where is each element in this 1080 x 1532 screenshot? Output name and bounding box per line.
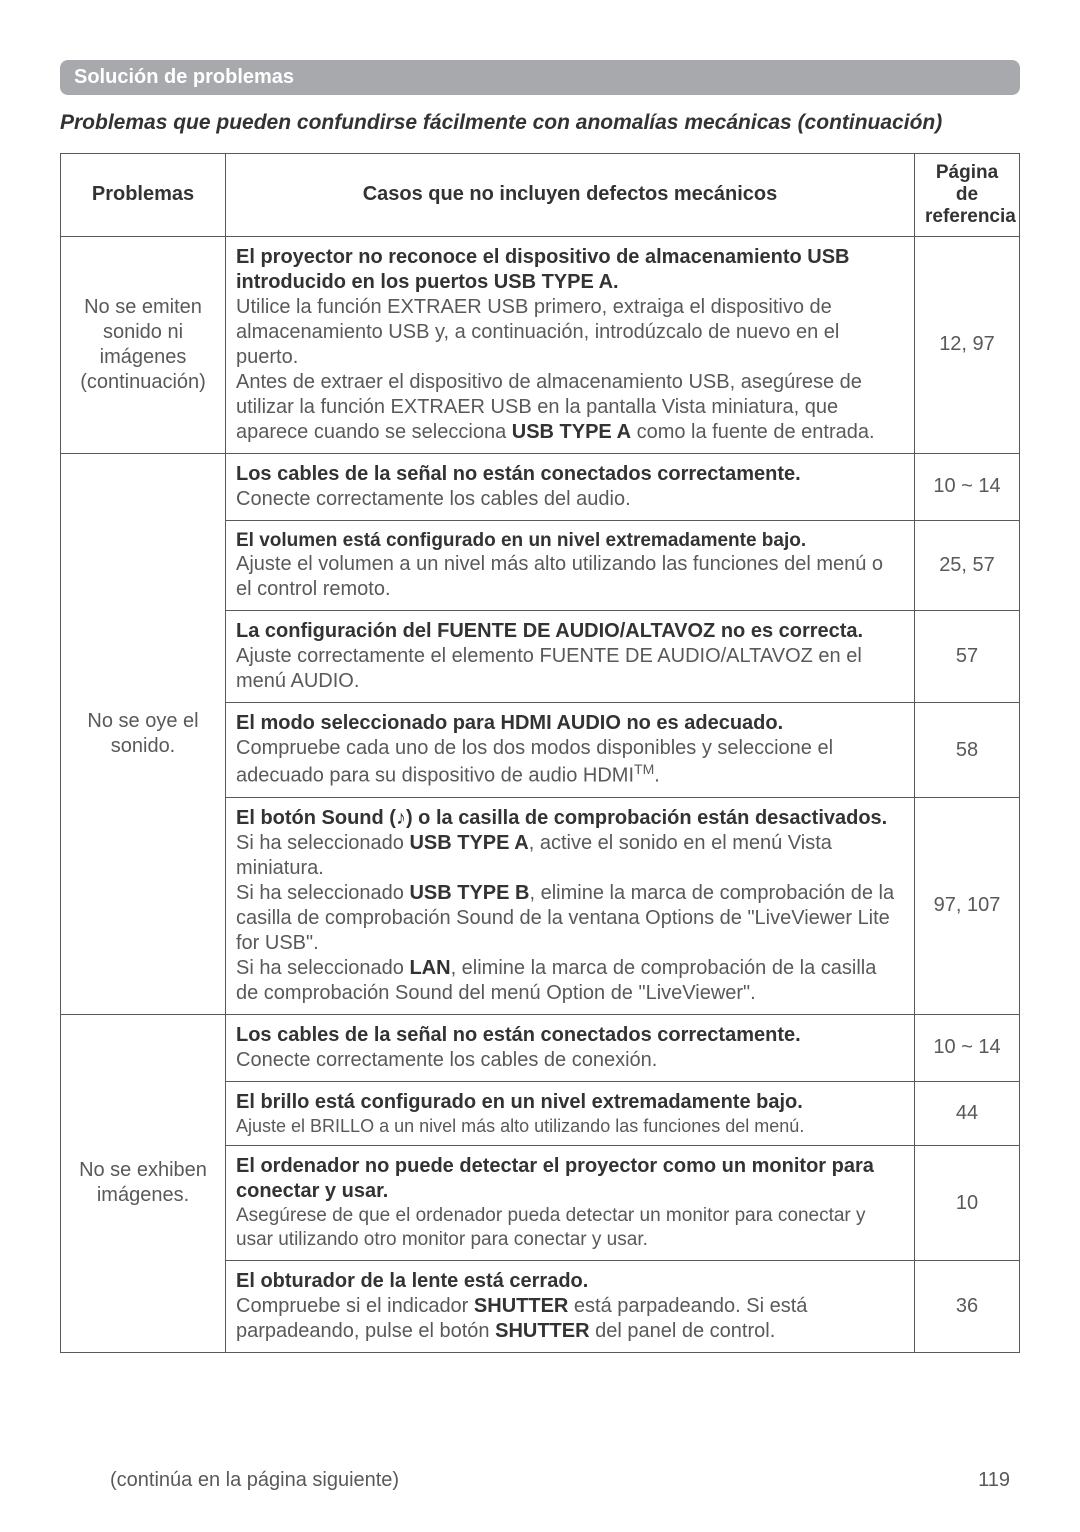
- case-lead: La configuración del FUENTE DE AUDIO/ALT…: [236, 619, 904, 644]
- section-header: Solución de problemas: [60, 60, 1020, 95]
- reference-cell: 36: [915, 1260, 1020, 1352]
- case-body: Asegúrese de que el ordenador pueda dete…: [236, 1204, 904, 1252]
- bold-term: USB TYPE A: [512, 421, 631, 443]
- case-body: Ajuste correctamente el elemento FUENTE …: [236, 644, 904, 694]
- reference-cell: 12, 97: [915, 236, 1020, 453]
- case-body: Compruebe si el indicador SHUTTER está p…: [236, 1294, 904, 1344]
- case-body: Ajuste el volumen a un nivel más alto ut…: [236, 552, 904, 602]
- problem-cell: No se emiten sonido ni imágenes (continu…: [61, 236, 226, 453]
- case-body: Conecte correctamente los cables de cone…: [236, 1048, 904, 1073]
- case-body: Ajuste el BRILLO a un nivel más alto uti…: [236, 1115, 904, 1138]
- case-body: Si ha seleccionado LAN, elimine la marca…: [236, 956, 904, 1006]
- case-lead: Los cables de la señal no están conectad…: [236, 462, 904, 487]
- case-body-text: como la fuente de entrada.: [631, 421, 875, 443]
- bold-term: LAN: [409, 957, 450, 979]
- case-cell: El proyector no reconoce el dispositivo …: [226, 236, 915, 453]
- section-header-text: Solución de problemas: [74, 66, 294, 88]
- case-cell: El brillo está configurado en un nivel e…: [226, 1081, 915, 1146]
- table-header-row: Problemas Casos que no incluyen defectos…: [61, 154, 1020, 237]
- case-lead: El brillo está configurado en un nivel e…: [236, 1090, 904, 1115]
- case-cell: El volumen está configurado en un nivel …: [226, 520, 915, 611]
- reference-cell: 57: [915, 611, 1020, 703]
- case-cell: El ordenador no puede detectar el proyec…: [226, 1146, 915, 1261]
- case-body: Si ha seleccionado USB TYPE B, elimine l…: [236, 881, 904, 956]
- table-row: No se emiten sonido ni imágenes (continu…: [61, 236, 1020, 453]
- page-number: 119: [978, 1469, 1010, 1492]
- table-row: No se exhiben imágenes. Los cables de la…: [61, 1014, 1020, 1081]
- case-body-text: Si ha seleccionado: [236, 957, 409, 979]
- trademark-symbol: TM: [634, 761, 654, 777]
- case-body-text: Si ha seleccionado: [236, 882, 409, 904]
- col-header-reference: Página de referencia: [915, 154, 1020, 237]
- case-body-text: Si ha seleccionado: [236, 832, 409, 854]
- case-body: Compruebe cada uno de los dos modos disp…: [236, 736, 904, 789]
- case-body-text: .: [654, 765, 660, 787]
- reference-cell: 10 ~ 14: [915, 453, 1020, 520]
- case-lead: El proyector no reconoce el dispositivo …: [236, 245, 904, 295]
- bold-term: SHUTTER: [474, 1295, 568, 1317]
- case-lead: El obturador de la lente está cerrado.: [236, 1269, 904, 1294]
- bold-term: USB TYPE B: [409, 882, 529, 904]
- case-body-text: del panel de control.: [590, 1320, 776, 1342]
- page-subtitle: Problemas que pueden confundirse fácilme…: [60, 111, 1020, 135]
- reference-cell: 10: [915, 1146, 1020, 1261]
- problem-cell: No se exhiben imágenes.: [61, 1014, 226, 1352]
- case-cell: La configuración del FUENTE DE AUDIO/ALT…: [226, 611, 915, 703]
- col-header-problems: Problemas: [61, 154, 226, 237]
- case-body: Conecte correctamente los cables del aud…: [236, 487, 904, 512]
- table-row: No se oye el sonido. Los cables de la se…: [61, 453, 1020, 520]
- bold-term: USB TYPE A: [409, 832, 528, 854]
- reference-cell: 25, 57: [915, 520, 1020, 611]
- reference-cell: 10 ~ 14: [915, 1014, 1020, 1081]
- case-lead: El modo seleccionado para HDMI AUDIO no …: [236, 711, 904, 736]
- troubleshooting-table: Problemas Casos que no incluyen defectos…: [60, 153, 1020, 1353]
- case-cell: El obturador de la lente está cerrado. C…: [226, 1260, 915, 1352]
- case-body-text: Compruebe si el indicador: [236, 1295, 474, 1317]
- reference-cell: 44: [915, 1081, 1020, 1146]
- case-lead: El volumen está configurado en un nivel …: [236, 529, 904, 553]
- case-lead: Los cables de la señal no están conectad…: [236, 1023, 904, 1048]
- reference-cell: 58: [915, 703, 1020, 798]
- bold-term: SHUTTER: [495, 1320, 589, 1342]
- case-lead: El botón Sound (♪) o la casilla de compr…: [236, 806, 904, 831]
- case-lead: El ordenador no puede detectar el proyec…: [236, 1154, 904, 1204]
- col-header-cases: Casos que no incluyen defectos mecánicos: [226, 154, 915, 237]
- case-body: Utilice la función EXTRAER USB primero, …: [236, 295, 904, 445]
- reference-cell: 97, 107: [915, 797, 1020, 1014]
- case-cell: El botón Sound (♪) o la casilla de compr…: [226, 797, 915, 1014]
- case-body: Si ha seleccionado USB TYPE A, active el…: [236, 831, 904, 881]
- continue-note: (continúa en la página siguiente): [110, 1469, 399, 1492]
- problem-cell: No se oye el sonido.: [61, 453, 226, 1014]
- case-body-text: Compruebe cada uno de los dos modos disp…: [236, 737, 833, 787]
- case-cell: El modo seleccionado para HDMI AUDIO no …: [226, 703, 915, 798]
- case-cell: Los cables de la señal no están conectad…: [226, 453, 915, 520]
- case-cell: Los cables de la señal no están conectad…: [226, 1014, 915, 1081]
